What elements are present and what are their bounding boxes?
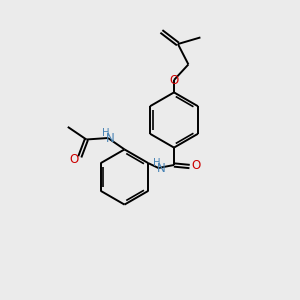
Text: O: O [169, 74, 178, 86]
Text: H: H [153, 158, 161, 168]
Text: O: O [70, 153, 79, 167]
Text: O: O [192, 159, 201, 172]
Text: N: N [106, 131, 115, 145]
Text: N: N [156, 162, 165, 176]
Text: H: H [102, 128, 110, 138]
